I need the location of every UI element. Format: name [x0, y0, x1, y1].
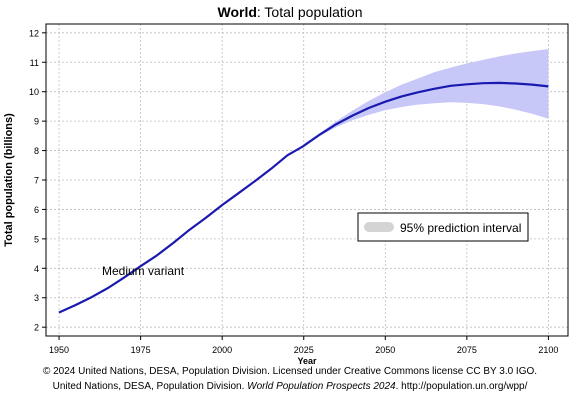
series-lines: [58, 81, 549, 314]
legend: 95% prediction interval: [357, 212, 529, 242]
footer-citation-title: World Population Prospects 2024: [247, 381, 396, 392]
y-tick-label-4: 4: [34, 264, 39, 274]
x-tick-label-2050: 2050: [375, 345, 395, 355]
prediction-interval-band: [300, 49, 549, 146]
y-tick-label-2: 2: [34, 323, 39, 333]
grid-lines: [46, 24, 568, 336]
chart-title-bold: World: [217, 4, 256, 20]
medium-variant-annotation: Medium variant: [102, 264, 185, 278]
x-tick-label-2075: 2075: [457, 345, 477, 355]
y-tick-label-3: 3: [34, 293, 39, 303]
footer-citation: United Nations, DESA, Population Divisio…: [0, 381, 580, 392]
x-axis-label: Year: [297, 356, 317, 366]
x-tick-label-1950: 1950: [49, 345, 69, 355]
y-tick-label-6: 6: [34, 205, 39, 215]
legend-swatch: [364, 222, 394, 232]
footer-citation-org: United Nations, DESA, Population Divisio…: [52, 381, 245, 392]
prediction-interval-area: [300, 49, 549, 146]
x-tick-label-2000: 2000: [212, 345, 232, 355]
y-tick-label-7: 7: [34, 176, 39, 186]
legend-box: [357, 212, 529, 242]
y-axis-ticks: 2 3 4 5 6 7 8 9 10 11 12: [29, 28, 46, 333]
y-tick-label-8: 8: [34, 146, 39, 156]
y-tick-label-12: 12: [29, 28, 39, 38]
legend-label: 95% prediction interval: [400, 221, 521, 235]
x-axis-ticks: 1950 1975 2000 2025 2050 2075 2100: [49, 336, 558, 355]
chart-title: World: Total population: [217, 4, 362, 20]
y-tick-label-9: 9: [34, 117, 39, 127]
series-line-medium-variant: [58, 81, 549, 314]
y-tick-label-10: 10: [29, 87, 39, 97]
y-tick-label-11: 11: [30, 58, 39, 68]
chart-title-rest: : Total population: [257, 4, 363, 20]
y-axis-label: Total population (billions): [3, 113, 15, 247]
y-tick-label-5: 5: [34, 234, 39, 244]
x-tick-label-2025: 2025: [294, 345, 314, 355]
footer-license: © 2024 United Nations, DESA, Population …: [42, 366, 538, 377]
x-tick-label-1975: 1975: [131, 345, 151, 355]
footer-citation-url: . http://population.un.org/wpp/: [395, 381, 528, 392]
x-tick-label-2100: 2100: [538, 345, 558, 355]
